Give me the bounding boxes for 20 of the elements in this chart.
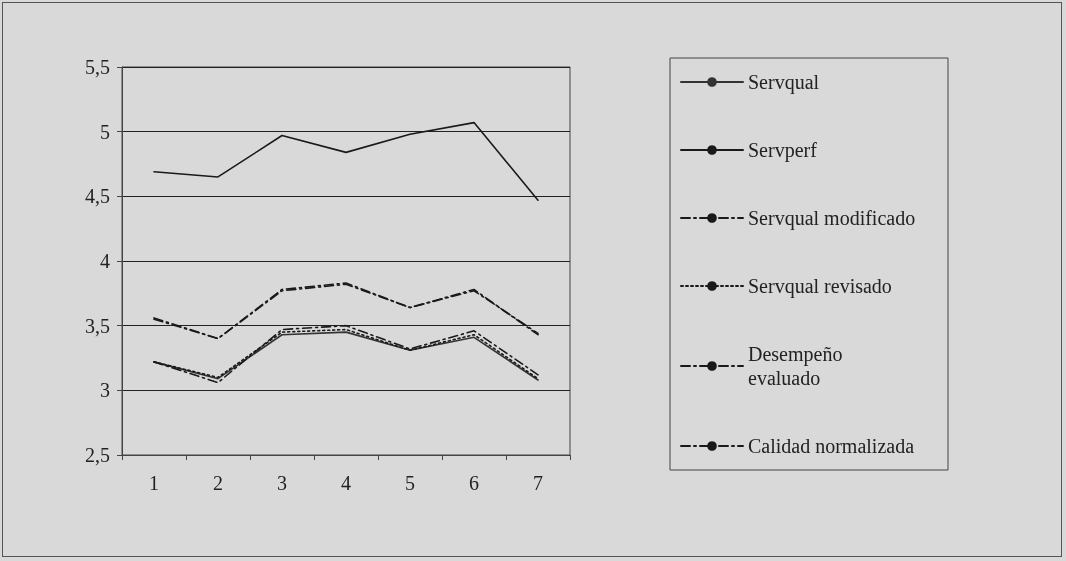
- legend-label: Servperf: [748, 139, 818, 162]
- y-tick-label: 3,5: [85, 314, 110, 337]
- y-tick-label: 2,5: [85, 444, 110, 466]
- x-tick-label: 4: [341, 472, 351, 494]
- x-tick-label: 6: [469, 472, 479, 494]
- legend-label: Calidad normalizada: [748, 435, 915, 457]
- legend-label: Servqual revisado: [748, 275, 892, 298]
- x-tick-label: 1: [149, 472, 159, 494]
- x-tick-label: 2: [213, 472, 223, 494]
- y-tick-label: 4,5: [85, 185, 110, 208]
- x-tick-label: 7: [533, 472, 543, 494]
- legend-label: Servqual: [748, 71, 820, 94]
- y-tick-label: 3: [100, 379, 110, 402]
- legend-label: Desempeño evaluado: [748, 343, 848, 389]
- y-tick-label: 5,5: [85, 56, 110, 78]
- x-tick-label: 5: [405, 472, 415, 494]
- legend-label: Servqual modificado: [748, 207, 916, 230]
- y-tick-label: 5: [100, 120, 110, 143]
- y-tick-label: 4: [100, 250, 110, 272]
- x-tick-label: 3: [277, 472, 287, 494]
